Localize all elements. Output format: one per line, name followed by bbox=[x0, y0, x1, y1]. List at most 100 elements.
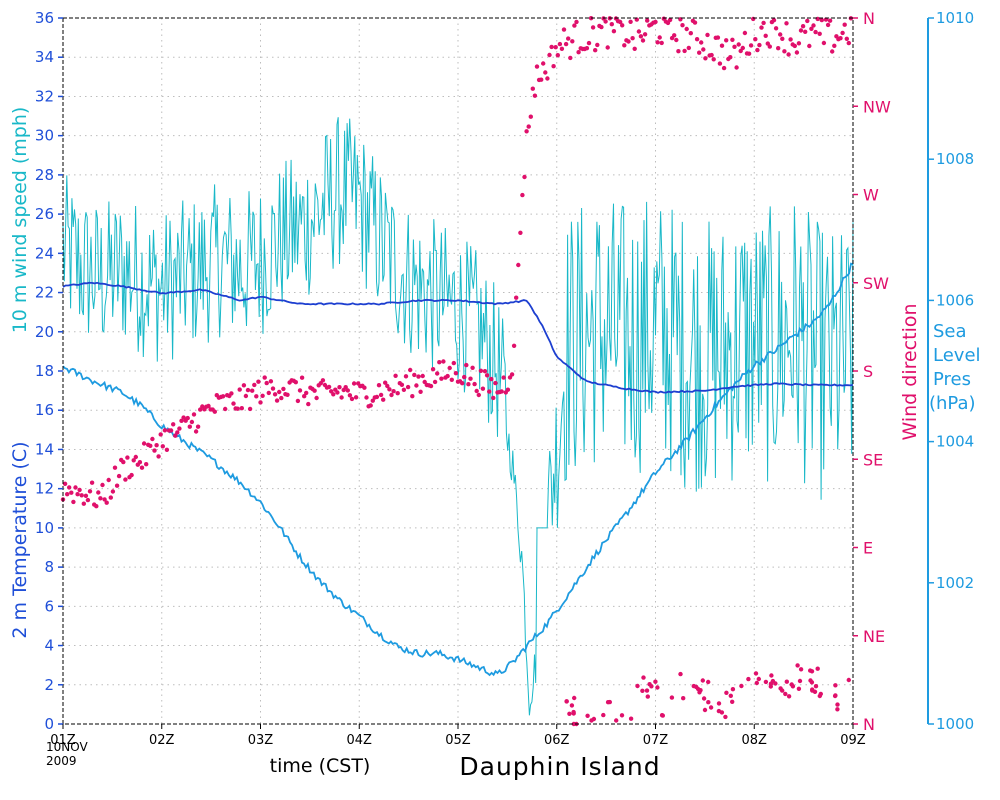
wind-direction-point bbox=[719, 710, 725, 715]
wind-direction-point bbox=[753, 671, 759, 676]
wind-direction-point bbox=[784, 679, 789, 684]
wind-direction-point bbox=[784, 21, 789, 26]
wind-direction-point bbox=[241, 383, 247, 388]
wind-direction-point bbox=[553, 45, 558, 50]
wind-direction-point bbox=[150, 436, 155, 442]
wind-direction-point bbox=[786, 52, 791, 57]
wind-direction-point bbox=[681, 696, 686, 701]
wind-direction-point bbox=[808, 668, 813, 673]
wind-direction-point bbox=[694, 37, 700, 42]
wind-direction-point bbox=[156, 454, 161, 459]
wind-direction-point bbox=[69, 490, 74, 495]
wind-direction-point bbox=[181, 415, 186, 420]
wind-direction-point bbox=[835, 702, 840, 707]
wind-direction-point bbox=[235, 406, 240, 411]
wind-direction-point bbox=[611, 29, 617, 34]
wind-direction-point bbox=[295, 398, 301, 404]
temperature-line bbox=[62, 262, 854, 677]
direction-tick-label-2: E bbox=[863, 539, 873, 558]
wind-direction-point bbox=[697, 50, 702, 55]
wind-direction-point bbox=[403, 374, 409, 379]
wind-speed-line bbox=[62, 117, 854, 716]
wind-direction-point bbox=[364, 395, 369, 400]
wind-direction-point bbox=[491, 395, 496, 401]
wind-direction-point bbox=[326, 384, 332, 390]
wind-direction-point bbox=[728, 693, 733, 698]
x-axis-label: time (CST) bbox=[270, 755, 371, 777]
wind-direction-point bbox=[702, 707, 708, 713]
wind-direction-point bbox=[571, 709, 576, 715]
wind-direction-point bbox=[162, 428, 168, 433]
wind-direction-point bbox=[768, 684, 773, 689]
wind-direction-point bbox=[193, 429, 199, 434]
wind-direction-point bbox=[368, 403, 373, 408]
wind-direction-point bbox=[813, 684, 819, 689]
wind-direction-point bbox=[476, 392, 481, 398]
wind-direction-point bbox=[819, 17, 824, 23]
wind-direction-point bbox=[800, 24, 806, 29]
pressure-tick-label-1: 1002 bbox=[936, 574, 974, 592]
wind-direction-point bbox=[335, 390, 340, 395]
wind-direction-point bbox=[441, 359, 446, 364]
wind-direction-point bbox=[274, 398, 280, 403]
wind-direction-point bbox=[572, 695, 577, 701]
wind-direction-point bbox=[780, 688, 785, 693]
wind-direction-point bbox=[83, 493, 89, 498]
wind-direction-point bbox=[464, 362, 469, 368]
wind-direction-point bbox=[487, 389, 492, 394]
wind-direction-point bbox=[250, 388, 255, 393]
wind-direction-point bbox=[331, 392, 336, 397]
wind-direction-point bbox=[137, 460, 143, 465]
wind-direction-point bbox=[796, 686, 802, 691]
wind-axis-label-text: wind speed (mph) bbox=[9, 107, 31, 279]
left-tick-label-10: 20 bbox=[35, 323, 54, 341]
wind-direction-point bbox=[277, 389, 282, 395]
x-tick-label-6: 07Z bbox=[643, 733, 669, 748]
wind-direction-point bbox=[268, 379, 274, 384]
wind-direction-point bbox=[345, 388, 350, 393]
wind-direction-point bbox=[522, 174, 527, 180]
wind-direction-point bbox=[732, 44, 737, 49]
wind-direction-point bbox=[717, 61, 723, 66]
direction-tick-label-5: SW bbox=[863, 274, 889, 293]
wind-direction-point bbox=[67, 485, 72, 490]
wind-direction-point bbox=[474, 388, 479, 394]
wind-direction-point bbox=[640, 688, 645, 693]
wind-direction-point bbox=[574, 19, 579, 25]
wind-direction-point bbox=[590, 25, 596, 30]
wind-direction-point bbox=[468, 376, 473, 381]
wind-direction-point bbox=[701, 696, 707, 701]
wind-direction-point bbox=[761, 20, 766, 26]
wind-direction-point bbox=[653, 679, 658, 684]
wind-direction-point bbox=[728, 55, 733, 60]
wind-direction-point bbox=[647, 682, 652, 687]
wind-direction-point bbox=[645, 694, 650, 699]
wind-direction-point bbox=[543, 70, 548, 75]
wind-direction-point bbox=[511, 343, 517, 348]
wind-direction-point bbox=[678, 671, 683, 677]
left-tick-label-0: 0 bbox=[44, 715, 54, 733]
wind-direction-point bbox=[723, 714, 728, 720]
wind-direction-point bbox=[773, 26, 779, 31]
wind-direction-point bbox=[385, 383, 390, 389]
left-tick-label-2: 4 bbox=[44, 637, 54, 655]
wind-direction-point bbox=[374, 394, 380, 400]
wind-direction-point bbox=[680, 23, 685, 28]
wind-direction-point bbox=[753, 37, 758, 42]
wind-direction-point bbox=[254, 394, 259, 399]
wind-direction-point bbox=[754, 680, 759, 686]
wind-direction-point bbox=[418, 389, 423, 394]
wind-direction-point bbox=[798, 28, 804, 33]
left-tick-label-16: 32 bbox=[35, 87, 54, 105]
wind-direction-point bbox=[532, 93, 538, 98]
wind-direction-point bbox=[636, 29, 642, 34]
wind-direction-point bbox=[272, 392, 278, 397]
wind-axis-label-prefix: 10 m bbox=[9, 279, 31, 334]
wind-direction-point bbox=[812, 689, 818, 694]
wind-direction-point bbox=[102, 497, 107, 502]
wind-direction-point bbox=[518, 230, 523, 235]
wind-direction-point bbox=[708, 705, 714, 710]
wind-direction-point bbox=[628, 716, 634, 721]
wind-direction-point bbox=[667, 17, 673, 23]
wind-direction-point bbox=[788, 37, 793, 42]
